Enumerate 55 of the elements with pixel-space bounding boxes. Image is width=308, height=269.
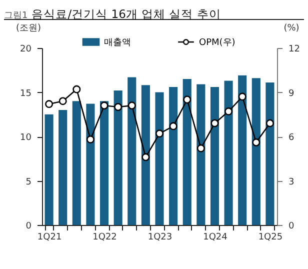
y-tick-label: 0 <box>26 222 32 232</box>
bar <box>100 101 109 225</box>
x-tick-label: 1Q25 <box>258 232 283 242</box>
y2-tick-label: 0 <box>288 222 294 232</box>
bar <box>266 82 274 225</box>
point <box>58 97 67 106</box>
point <box>100 102 108 110</box>
point <box>169 122 178 130</box>
y-tick-label: 10 <box>20 133 32 143</box>
x-tick-label: 1Q24 <box>203 232 228 242</box>
point <box>196 144 205 152</box>
bar <box>238 75 247 225</box>
point <box>210 119 219 128</box>
chart-title: 음식료/건기식 16개 업체 실적 추이 <box>32 7 221 21</box>
legend-label: OPM(우) <box>199 38 236 48</box>
point <box>114 103 122 111</box>
y-tick-label: 5 <box>26 177 32 188</box>
bar <box>169 86 178 225</box>
bar <box>86 104 95 225</box>
point <box>128 102 136 110</box>
bar <box>141 85 150 225</box>
x-tick-label: 1Q22 <box>92 232 117 242</box>
bar <box>224 80 233 225</box>
y-tick-label: 15 <box>20 88 32 99</box>
point <box>266 119 274 128</box>
bar <box>58 110 68 225</box>
y2-tick-label: 3 <box>288 177 294 188</box>
point <box>183 96 192 104</box>
point <box>224 107 233 116</box>
bar <box>155 92 164 225</box>
point <box>252 138 260 146</box>
bar <box>114 90 122 225</box>
legend-label: 매출액 <box>104 38 131 48</box>
point <box>142 153 150 162</box>
y-axis-title: (조원) <box>16 24 42 34</box>
point <box>238 92 246 101</box>
bar <box>196 84 206 225</box>
point <box>72 85 81 94</box>
y2-tick-label: 9 <box>288 88 294 99</box>
y-tick-label: 20 <box>20 44 32 54</box>
bar <box>210 86 220 225</box>
bar <box>128 77 136 225</box>
y2-tick-label: 6 <box>288 133 294 143</box>
bar <box>182 78 192 225</box>
bar <box>44 114 54 225</box>
bar <box>72 101 81 225</box>
y2-tick-label: 12 <box>288 44 300 54</box>
point <box>86 135 94 144</box>
point <box>45 100 54 108</box>
x-tick-label: 1Q21 <box>37 232 62 242</box>
x-tick-label: 1Q23 <box>148 232 172 242</box>
y2-axis-title: (%) <box>284 24 300 34</box>
point <box>155 130 164 138</box>
caption: 그림1 <box>4 11 28 21</box>
bar <box>252 78 260 225</box>
